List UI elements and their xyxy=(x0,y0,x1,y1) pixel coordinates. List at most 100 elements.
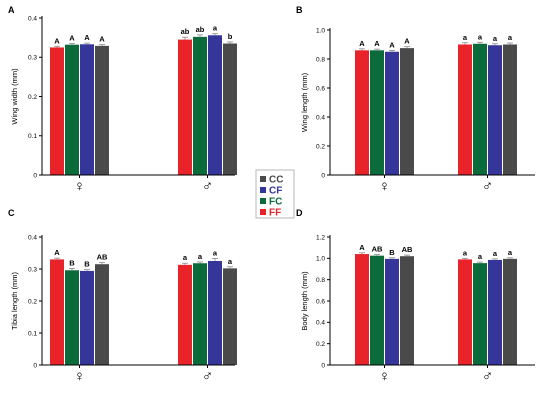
y-tick-label: 0.3 xyxy=(28,55,37,62)
y-axis-label: Wing width (mm) xyxy=(10,68,19,125)
legend-label-fc: FC xyxy=(269,197,282,208)
y-tick-label: 0 xyxy=(321,172,325,179)
significance-letter: a xyxy=(508,248,513,257)
y-axis-label: Body length (mm) xyxy=(300,271,309,331)
bar-cc-male xyxy=(223,43,237,176)
significance-letter: A xyxy=(54,248,60,257)
chart-panel-d: D Body length (mm) Aa AB a B a AB a 0 0.2 0.4 0.6 0.8… xyxy=(296,208,535,385)
bar-ff-male xyxy=(178,39,192,176)
significance-letter: ab xyxy=(196,25,205,34)
significance-letter: ab xyxy=(181,27,190,36)
significance-letter: A xyxy=(389,40,395,49)
y-tick-label: 1.0 xyxy=(316,27,325,34)
bar-cc-female xyxy=(95,45,109,176)
significance-letter: a xyxy=(463,248,468,257)
significance-letter: a xyxy=(213,24,218,33)
bar-ff-female xyxy=(50,259,64,365)
significance-letter: B xyxy=(69,258,75,267)
y-tick-label: 0 xyxy=(321,362,325,369)
panel-label: C xyxy=(8,208,15,218)
bar-cc-female xyxy=(95,264,109,365)
y-tick-label: 0.4 xyxy=(316,320,325,327)
significance-letter: A xyxy=(359,243,365,252)
y-tick-label: 1.0 xyxy=(316,256,325,263)
y-tick-label: 1.2 xyxy=(316,234,325,241)
significance-letter: A xyxy=(54,36,60,45)
bar-cc-male xyxy=(503,258,517,365)
bar-cf-male xyxy=(488,45,502,175)
female-symbol: ♀ xyxy=(74,368,85,385)
bar-fc-female xyxy=(65,44,79,175)
significance-letter: a xyxy=(463,33,468,42)
significance-letter: A xyxy=(359,39,365,48)
y-tick-label: 0.6 xyxy=(316,85,325,92)
significance-letter: a xyxy=(508,33,513,42)
chart-panel-a: A Wing width (mm) Aab Aab Aa A b 0 0.1 0.2 0.3 0.4 ♀… xyxy=(8,5,237,195)
significance-letter: A xyxy=(84,33,90,42)
significance-letter: a xyxy=(213,248,218,257)
bar-cf-female xyxy=(80,270,94,365)
y-tick-label: 0.2 xyxy=(28,298,37,305)
y-tick-label: 0.1 xyxy=(28,133,37,140)
bar-cf-male xyxy=(208,35,222,175)
y-tick-label: 0.2 xyxy=(28,94,37,101)
y-tick-label: 0.3 xyxy=(28,266,37,273)
bar-ff-female xyxy=(355,254,369,365)
legend-swatch-cc xyxy=(260,176,266,182)
bar-cc-male xyxy=(503,44,517,175)
legend-label-cc: CC xyxy=(269,175,283,186)
bar-cf-male xyxy=(488,259,502,365)
significance-letter: a xyxy=(493,249,498,258)
significance-letter: B xyxy=(389,248,395,257)
significance-letter: A xyxy=(374,39,380,48)
significance-letter: A xyxy=(404,37,410,46)
bar-fc-male xyxy=(193,36,207,176)
legend-swatch-ff xyxy=(260,209,266,215)
bar-fc-male xyxy=(473,43,487,176)
female-symbol: ♀ xyxy=(379,368,390,385)
bar-cf-female xyxy=(80,44,94,175)
female-symbol: ♀ xyxy=(74,178,85,195)
y-axis-label: Wing length (mm) xyxy=(300,72,309,132)
y-tick-label: 0.4 xyxy=(316,114,325,121)
significance-letter: AB xyxy=(402,245,413,254)
legend-label-cf: CF xyxy=(269,186,282,197)
y-tick-label: 0.6 xyxy=(316,298,325,305)
bar-ff-male xyxy=(458,259,472,365)
bar-ff-female xyxy=(355,50,369,175)
significance-letter: b xyxy=(228,32,233,41)
bar-fc-male xyxy=(193,263,207,365)
y-tick-label: 0 xyxy=(33,172,37,179)
significance-letter: a xyxy=(183,253,188,262)
bar-cc-male xyxy=(223,268,237,365)
significance-letter: a xyxy=(478,252,483,261)
bar-fc-female xyxy=(65,270,79,365)
bar-cf-female xyxy=(385,258,399,365)
y-tick-label: 0.4 xyxy=(28,234,37,241)
significance-letter: A xyxy=(69,34,75,43)
bar-fc-male xyxy=(473,263,487,365)
panel-label: B xyxy=(296,5,303,15)
significance-letter: a xyxy=(478,32,483,41)
significance-letter: A xyxy=(99,35,105,44)
legend-swatch-fc xyxy=(260,198,266,204)
significance-letter: a xyxy=(228,257,233,266)
male-symbol: ♂ xyxy=(482,178,493,195)
significance-letter: AB xyxy=(97,253,108,262)
male-symbol: ♂ xyxy=(202,368,213,385)
female-symbol: ♀ xyxy=(379,178,390,195)
y-tick-label: 0.8 xyxy=(316,56,325,63)
panel-label: D xyxy=(296,208,303,218)
bar-cc-female xyxy=(400,256,414,365)
bar-ff-male xyxy=(458,44,472,175)
male-symbol: ♂ xyxy=(202,178,213,195)
y-tick-label: 0.4 xyxy=(28,15,37,22)
legend-swatch-cf xyxy=(260,187,266,193)
significance-letter: a xyxy=(493,34,498,43)
chart-panel-c: C Tibia length (mm) Aa Ba Ba AB a 0 0.1 0.2 0.3 0.4… xyxy=(8,208,237,385)
significance-letter: a xyxy=(198,252,203,261)
bar-cc-female xyxy=(400,48,414,175)
bar-cf-male xyxy=(208,261,222,365)
